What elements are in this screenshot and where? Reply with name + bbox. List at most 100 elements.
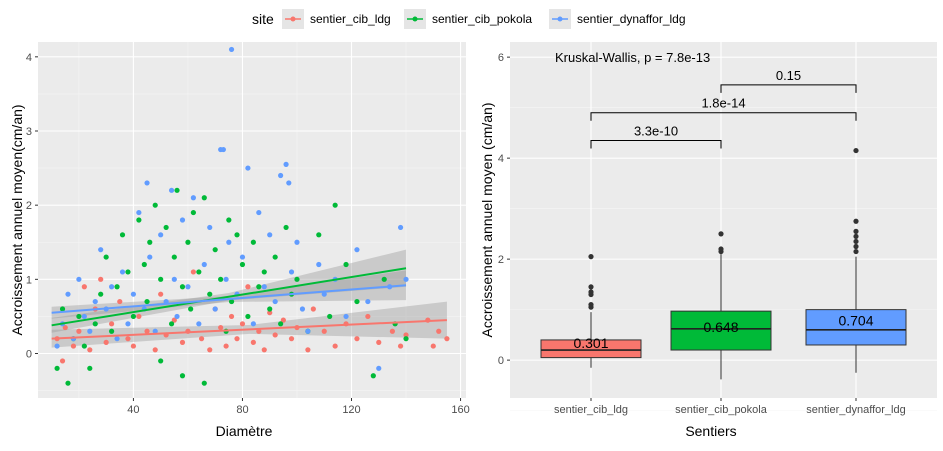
- scatter-point-2-51: [305, 328, 311, 334]
- scatter-point-0-10: [109, 321, 115, 327]
- scatter-x-tick-2: 120: [342, 404, 360, 416]
- scatter-point-2-45: [278, 172, 284, 179]
- box-outlier-2-4: [853, 228, 859, 234]
- boxplot-y-tick-2: 4: [498, 153, 504, 165]
- scatter-point-1-15: [136, 217, 142, 223]
- scatter-point-1-37: [234, 232, 240, 238]
- scatter-y-tick-3: 3: [26, 126, 32, 138]
- scatter-point-0-54: [444, 336, 450, 342]
- scatter-point-2-17: [144, 180, 150, 186]
- scatter-point-0-17: [158, 291, 164, 297]
- scatter-point-2-27: [190, 195, 196, 201]
- scatter-point-1-25: [179, 284, 186, 290]
- boxplot-y-tick-0: 0: [498, 355, 504, 367]
- scatter-point-2-26: [185, 284, 191, 290]
- scatter-point-2-29: [201, 261, 207, 268]
- scatter-x-axis-label: Diamètre: [216, 423, 273, 439]
- scatter-point-0-22: [190, 269, 196, 275]
- scatter-point-1-35: [226, 217, 232, 223]
- scatter-point-2-30: [207, 224, 213, 231]
- scatter-point-1-50: [316, 232, 322, 238]
- scatter-point-1-42: [261, 269, 267, 275]
- box-outlier-0-5: [588, 254, 594, 260]
- scatter-point-0-28: [228, 313, 235, 320]
- scatter-point-0-53: [436, 328, 442, 334]
- boxplot-x-axis-label: Sentiers: [685, 423, 736, 439]
- scatter-point-0-14: [136, 313, 142, 320]
- scatter-point-2-10: [109, 284, 115, 290]
- scatter-point-2-22: [168, 187, 175, 193]
- legend-key-point-2: [557, 16, 563, 22]
- scatter-point-0-6: [87, 347, 93, 353]
- scatter-point-0-37: [280, 317, 286, 323]
- comparison-bracket-2: [720, 84, 857, 93]
- scatter-point-1-9: [103, 254, 109, 260]
- scatter-point-1-11: [114, 284, 120, 290]
- box-outlier-2-6: [853, 147, 859, 154]
- scatter-point-2-48: [288, 269, 295, 275]
- scatter-point-2-7: [92, 298, 98, 305]
- scatter-point-1-6: [87, 365, 93, 371]
- scatter-point-1-12: [119, 232, 126, 238]
- scatter-point-1-38: [239, 261, 246, 268]
- box-mean-label-1: 0.648: [703, 319, 738, 335]
- legend-label-2: sentier_dynaffor_ldg: [577, 12, 686, 26]
- scatter-point-1-54: [354, 298, 360, 305]
- scatter-point-1-39: [245, 313, 251, 320]
- scatter-point-2-11: [114, 336, 120, 342]
- scatter-point-0-1: [59, 358, 66, 364]
- scatter-x-tick-3: 160: [451, 404, 469, 416]
- scatter-panel: 40 80 120 160 0 1 2 3 4 Diamètre Accroissement a…: [9, 42, 470, 439]
- scatter-point-2-2: [65, 291, 71, 297]
- scatter-point-2-58: [376, 365, 382, 371]
- scatter-point-2-52: [316, 261, 322, 268]
- scatter-trend-line-1: [51, 267, 407, 327]
- scatter-point-2-24: [174, 313, 180, 320]
- scatter-point-0-27: [223, 343, 229, 349]
- comparison-pvalue-2: 0.15: [776, 68, 801, 83]
- scatter-point-1-7: [92, 321, 98, 327]
- box-1: [670, 310, 772, 351]
- scatter-point-1-41: [256, 284, 262, 290]
- scatter-point-0-13: [130, 343, 137, 349]
- scatter-point-2-0: [54, 343, 60, 349]
- scatter-point-0-23: [198, 336, 205, 342]
- scatter-point-1-5: [81, 343, 87, 349]
- scatter-point-0-34: [261, 347, 267, 353]
- scatter-point-0-26: [218, 324, 224, 331]
- scatter-point-1-59: [201, 380, 207, 386]
- box-outlier-2-5: [853, 218, 859, 224]
- scatter-point-1-14: [130, 313, 137, 320]
- scatter-point-1-58: [403, 336, 409, 342]
- scatter-point-1-0: [54, 365, 60, 371]
- scatter-point-0-9: [103, 339, 109, 345]
- scatter-y-tick-1: 1: [26, 274, 32, 286]
- scatter-point-0-38: [288, 336, 295, 342]
- scatter-point-1-32: [212, 247, 218, 253]
- scatter-point-0-4: [76, 328, 82, 334]
- box-outlier-2-3: [853, 233, 859, 240]
- scatter-point-1-46: [283, 224, 289, 231]
- box-outlier-0-1: [588, 301, 594, 308]
- scatter-y-tick-2: 2: [26, 200, 32, 212]
- box-outlier-0-3: [588, 289, 594, 295]
- scatter-point-1-20: [158, 276, 164, 282]
- scatter-point-2-33: [220, 146, 226, 153]
- scatter-point-0-2: [62, 324, 68, 331]
- scatter-point-2-13: [125, 321, 131, 327]
- scatter-point-1-2: [65, 380, 71, 386]
- scatter-point-1-48: [294, 276, 300, 282]
- scatter-point-1-24: [174, 187, 180, 193]
- box-outlier-1-2: [718, 231, 724, 237]
- scatter-x-tick-1: 80: [236, 404, 248, 416]
- box-outlier-0-4: [588, 284, 594, 290]
- scatter-plot-background: [38, 42, 466, 398]
- boxplot-panel: 0.301 0.648 0.704 3.3e-10 1.8e-14 0.15 0 2 4 6 s…: [479, 42, 937, 439]
- boxplot-y-tick-1: 2: [498, 254, 504, 266]
- box-outlier-2-0: [853, 248, 859, 255]
- boxplot-x-tick-1: sentier_cib_pokola: [675, 404, 768, 416]
- scatter-point-1-43: [267, 306, 273, 312]
- scatter-point-2-57: [365, 298, 371, 305]
- box-outlier-1-1: [718, 246, 724, 252]
- scatter-point-1-52: [332, 202, 338, 208]
